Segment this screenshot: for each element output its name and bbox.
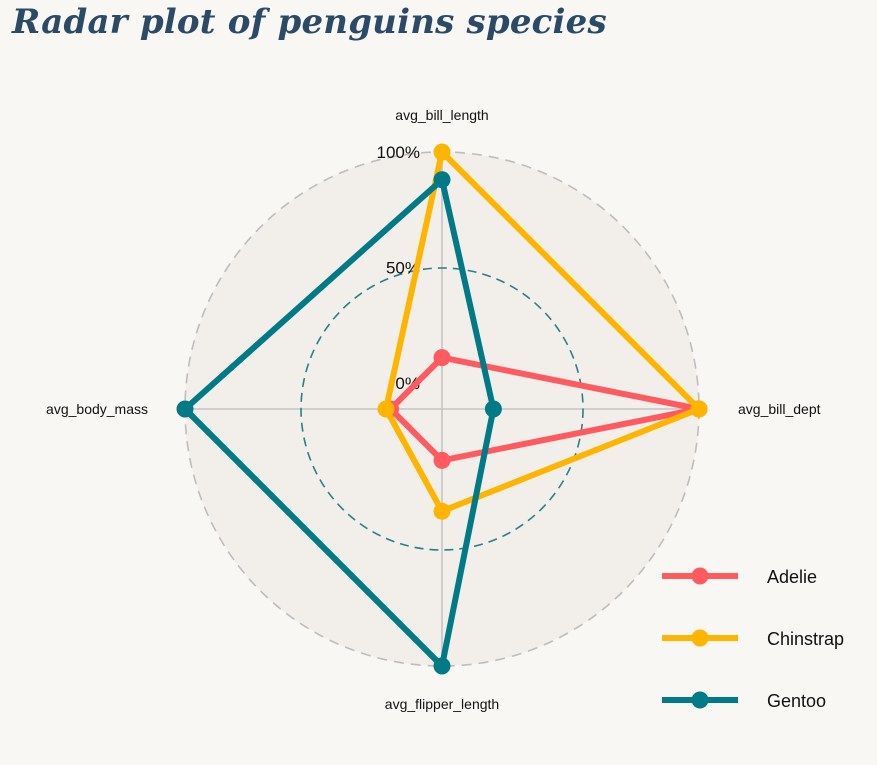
point-adelie-avg-flipper-length <box>433 451 451 469</box>
point-gentoo-avg-body-mass <box>176 400 194 418</box>
legend-label-adelie: Adelie <box>767 567 817 587</box>
tick-label-50: 50% <box>386 259 420 278</box>
legend-marker-chinstrap <box>691 629 709 647</box>
chart-title: Radar plot of penguins species <box>12 2 607 42</box>
tick-label-100: 100% <box>377 143 420 162</box>
point-chinstrap-avg-bill-length <box>433 143 451 161</box>
tick-labels: 0%50%100% <box>377 143 420 393</box>
point-gentoo-avg-bill-length <box>433 171 451 189</box>
point-chinstrap-avg-body-mass <box>377 400 395 418</box>
series-layer <box>176 143 708 675</box>
axis-label-avg-flipper-length: avg_flipper_length <box>385 696 499 712</box>
point-gentoo-avg-flipper-length <box>433 657 451 675</box>
axis-label-avg-bill-length: avg_bill_length <box>395 107 488 123</box>
mid-ring <box>300 267 584 551</box>
point-gentoo-avg-bill-dept <box>484 400 502 418</box>
legend: Adelie Chinstrap Gentoo <box>662 567 844 711</box>
legend-marker-adelie <box>691 567 709 585</box>
legend-label-gentoo: Gentoo <box>767 691 826 711</box>
legend-label-chinstrap: Chinstrap <box>767 629 844 649</box>
point-adelie-avg-bill-length <box>433 349 451 367</box>
axis-lines <box>185 152 699 666</box>
point-chinstrap-avg-bill-dept <box>690 400 708 418</box>
legend-marker-gentoo <box>691 691 709 709</box>
point-chinstrap-avg-flipper-length <box>433 502 451 520</box>
axis-label-avg-body-mass: avg_body_mass <box>46 401 148 417</box>
axis-labels: avg_bill_length avg_bill_dept avg_flipper_… <box>46 107 821 712</box>
axis-label-avg-bill-dept: avg_bill_dept <box>738 401 821 417</box>
